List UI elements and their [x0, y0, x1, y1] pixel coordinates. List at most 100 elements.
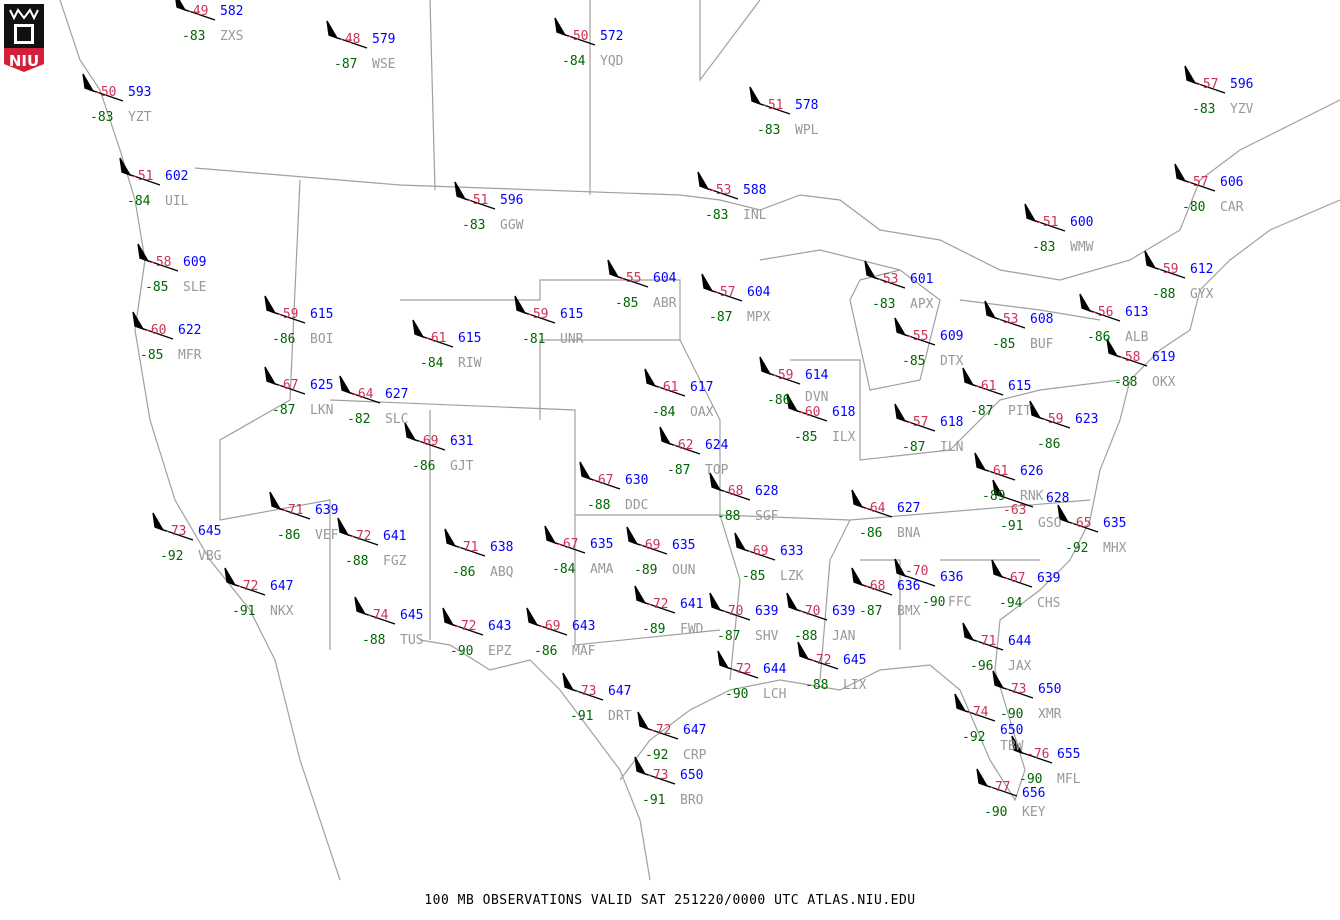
height-value: 647 [270, 579, 294, 594]
height-value: 635 [672, 538, 696, 553]
dewpoint-value: -92 [962, 730, 986, 745]
temperature-value: -59 [1040, 412, 1064, 427]
wind-barb [991, 559, 1033, 588]
dewpoint-value: -84 [562, 54, 586, 69]
station-plot: -60 618 -85 ILX [794, 405, 877, 446]
temperature-value: -60 [143, 323, 167, 338]
dewpoint-value: -86 [277, 528, 301, 543]
station-id: BUF [1030, 337, 1054, 352]
station-id: GJT [450, 459, 474, 474]
temperature-value: -61 [423, 331, 447, 346]
temperature-value: -57 [905, 415, 929, 430]
station-id: VEF [315, 528, 339, 543]
station-plot: -59 615 -86 BOI [272, 307, 355, 348]
dewpoint-value: -83 [757, 123, 781, 138]
height-value: 619 [1152, 350, 1176, 365]
station-plot: -73 650 -91 BRO [642, 769, 725, 809]
dewpoint-value: -91 [642, 793, 666, 808]
station-plot: -49 582 -83 ZXS [182, 5, 265, 45]
temperature-value: -68 [862, 579, 886, 594]
height-value: 645 [198, 524, 222, 539]
station-plot: -67 625 -87 LKN [272, 379, 355, 419]
dewpoint-value: -83 [705, 208, 729, 223]
wind-barb [224, 567, 266, 596]
height-value: 623 [1075, 412, 1099, 427]
wind-barb [786, 592, 828, 621]
temperature-value: -53 [708, 183, 732, 198]
station-plot: -68 636 -87 BMX [859, 579, 942, 620]
boundary-line [619, 199, 1340, 802]
dewpoint-value: -86 [452, 565, 476, 580]
station-plot: -67 635 -84 AMA [552, 538, 635, 578]
boundary-line [790, 359, 1121, 461]
dewpoint-value: -87 [859, 604, 883, 619]
temperature-value: -59 [275, 307, 299, 322]
dewpoint-value: -86 [272, 332, 296, 347]
station-id: FWD [680, 622, 704, 637]
station-id: ZXS [220, 29, 244, 44]
station-id: CRP [683, 748, 707, 763]
station-plot: -69 631 -86 GJT [412, 435, 495, 475]
station-id: FGZ [383, 554, 407, 569]
temperature-value: -70 [905, 564, 929, 579]
height-value: 615 [310, 307, 334, 322]
station-id: SLC [385, 412, 409, 427]
dewpoint-value: -86 [767, 393, 791, 408]
station-plot: -69 635 -89 OUN [634, 538, 717, 579]
wind-barb [326, 20, 368, 49]
station-plot: -64 627 -86 BNA [859, 501, 942, 542]
height-value: 604 [747, 285, 771, 300]
height-value: 615 [560, 307, 584, 322]
station-id: YZT [128, 110, 152, 125]
height-value: 572 [600, 29, 624, 44]
wind-barb [526, 607, 568, 636]
height-value: 645 [400, 608, 424, 623]
station-plot: -58 619 -88 OKX [1114, 350, 1197, 391]
height-value: 639 [1037, 571, 1061, 586]
station-plot: -57 606 -80 CAR [1182, 175, 1265, 216]
wind-barb [974, 452, 1016, 481]
temperature-value: -64 [862, 501, 886, 516]
wind-barb [894, 403, 936, 432]
dewpoint-value: -83 [1192, 102, 1216, 117]
station-plot: -61 617 -84 OAX [652, 380, 735, 421]
boundary-line [699, 0, 761, 82]
dewpoint-value: -85 [140, 348, 164, 363]
temperature-value: -57 [1185, 175, 1209, 190]
station-plot: -77 656 -90 KEY [984, 781, 1067, 821]
height-value: 641 [680, 597, 704, 612]
height-value: 655 [1057, 747, 1081, 762]
height-value: 643 [488, 619, 512, 634]
height-value: 608 [1030, 312, 1054, 327]
temperature-value: -48 [337, 32, 361, 47]
dewpoint-value: -88 [717, 509, 741, 524]
wind-barb [1024, 203, 1066, 232]
dewpoint-value: -87 [970, 404, 994, 419]
temperature-value: -74 [365, 608, 389, 623]
station-plot: -53 588 -83 INL [705, 183, 788, 224]
logo-text: NIU [8, 52, 40, 70]
boundary-line [194, 99, 1340, 281]
station-id: RIW [458, 356, 482, 371]
station-plot: -73 650 -90 XMR [1000, 682, 1083, 723]
temperature-value: -50 [93, 85, 117, 100]
height-value: 617 [690, 380, 714, 395]
wind-barb [851, 489, 893, 518]
station-plot: -59 623 -86 [1037, 412, 1120, 453]
height-value: 624 [705, 438, 729, 453]
dewpoint-value: -82 [347, 412, 371, 427]
station-id: MPX [747, 310, 771, 325]
station-id: TUS [400, 633, 424, 648]
dewpoint-value: -88 [345, 554, 369, 569]
station-plot: -59 615 -81 UNR [522, 307, 605, 348]
height-value: 612 [1190, 262, 1214, 277]
height-value: 618 [832, 405, 856, 420]
height-value: 626 [1020, 464, 1044, 479]
wind-barb [514, 295, 556, 324]
height-value: 650 [1038, 682, 1062, 697]
wind-barb [894, 317, 936, 346]
station-plot: -72 647 -91 NKX [232, 579, 315, 620]
station-id: UIL [165, 194, 189, 209]
dewpoint-value: -91 [570, 709, 594, 724]
station-plot: -53 601 -83 APX [872, 273, 955, 313]
